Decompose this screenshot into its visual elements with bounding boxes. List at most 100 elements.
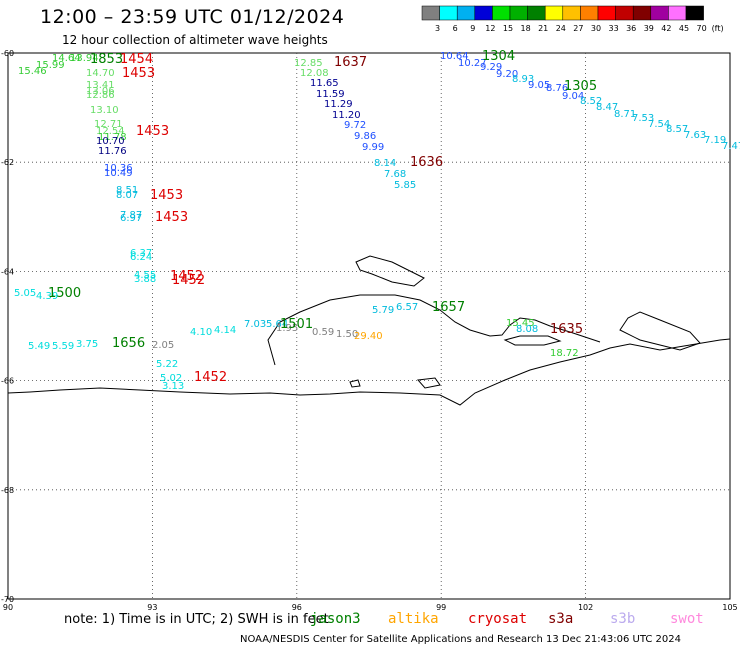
scale-swatch (562, 5, 581, 21)
pass-time: 1452 (172, 273, 205, 288)
scale-label: 30 (591, 24, 601, 33)
wave-height-value: 5.02 (160, 373, 182, 384)
island-3 (619, 311, 701, 351)
lat-label: -68 (1, 486, 14, 495)
wave-height-value: 13.94 (70, 53, 99, 64)
wave-height-value: 11.65 (310, 78, 339, 89)
wave-height-value: 6.37 (130, 248, 152, 259)
island-5 (349, 379, 361, 388)
lat-label: -70 (1, 595, 14, 604)
wave-height-value: 18.72 (550, 348, 579, 359)
wave-height-value: 13.10 (90, 105, 119, 116)
wave-height-value: 15.99 (36, 60, 65, 71)
wave-height-value: 7.53 (632, 113, 654, 124)
footer-credit: NOAA/NESDIS Center for Satellite Applica… (240, 634, 682, 645)
scale-label: 6 (453, 24, 458, 33)
wave-height-value: 12.86 (86, 90, 115, 101)
scale-swatch (580, 5, 599, 21)
scale-swatch (474, 5, 493, 21)
wave-height-value: 12.54 (96, 126, 125, 137)
scale-label: 24 (556, 24, 566, 33)
scale-swatch (632, 5, 652, 21)
wave-height-value: 6.24 (130, 252, 152, 263)
map-frame (7, 52, 731, 600)
pass-time: 1853 (90, 52, 123, 67)
wave-height-value: 15.45 (506, 318, 535, 329)
wave-height-value: 9.20 (496, 69, 518, 80)
pass-time: 1453 (136, 124, 169, 139)
scale-label: 3 (435, 24, 440, 33)
wave-height-value: 9.04 (562, 91, 584, 102)
scale-swatch (456, 5, 476, 21)
scale-label: 36 (626, 24, 636, 33)
lon-label: 102 (578, 603, 593, 612)
scale-swatch (509, 5, 528, 21)
lat-label: -62 (1, 158, 14, 167)
wave-height-value: 2.05 (152, 340, 174, 351)
pass-time: 1452 (194, 370, 227, 385)
wave-height-value: 9.99 (362, 142, 384, 153)
wave-height-value: 8.76 (546, 83, 568, 94)
satellite-swot: swot (670, 611, 704, 627)
wave-height-value: 8.14 (374, 158, 396, 169)
scale-label: 45 (679, 24, 689, 33)
pass-time: 1304 (482, 49, 515, 64)
wave-height-value: 8.52 (580, 96, 602, 107)
pass-time: 1453 (155, 210, 188, 225)
wave-height-value: 7.54 (648, 119, 670, 130)
wave-height-value: 5.85 (394, 180, 416, 191)
wave-height-value: 11.29 (324, 99, 353, 110)
wave-height-value: 11.20 (332, 110, 361, 121)
wave-height-value: 15.46 (18, 66, 47, 77)
scale-swatch (421, 5, 440, 21)
lon-label: 99 (436, 603, 446, 612)
scale-swatch (685, 5, 704, 21)
wave-height-value: 12.08 (300, 68, 329, 79)
pass-time: 1500 (48, 286, 81, 301)
lat-label: -64 (1, 267, 14, 276)
island-1 (355, 255, 425, 287)
wave-height-value: 4.10 (190, 327, 212, 338)
wave-height-value: 10.64 (440, 51, 469, 62)
pass-time: 1305 (564, 79, 597, 94)
scale-label: 15 (503, 24, 513, 33)
scale-swatch (650, 5, 669, 21)
wave-height-value: 6.57 (396, 302, 418, 313)
island-4 (416, 377, 441, 389)
pass-time: 1453 (150, 188, 183, 203)
scale-label: 18 (521, 24, 531, 33)
coastline-main (7, 338, 731, 406)
wave-height-value: 10.27 (458, 58, 487, 69)
pass-time: 1452 (170, 269, 203, 284)
map-subtitle: 12 hour collection of altimeter wave hei… (62, 33, 328, 47)
wave-height-value: 8.47 (596, 102, 618, 113)
scale-swatch (668, 5, 687, 21)
scale-label: 21 (538, 24, 548, 33)
pass-time: 1454 (120, 52, 153, 67)
scale-swatch (439, 5, 458, 21)
wave-height-value: 5.22 (156, 359, 178, 370)
pass-times: 1853145414531453145314531452145215001656… (48, 49, 597, 385)
pass-time: 1657 (432, 300, 465, 315)
wave-height-value: 14.64 (52, 53, 81, 64)
wave-height-value: 8.08 (516, 324, 538, 335)
wave-height-value: 12.71 (94, 119, 123, 130)
wave-height-value: 13.41 (86, 80, 115, 91)
scale-label: 42 (661, 24, 671, 33)
scale-label: 70 (697, 24, 707, 33)
lat-label: -66 (1, 377, 14, 386)
color-scale-legend: 3 6 9 12 15 18 21 24 27 30 33 36 39 42 45 70 (ft) (421, 5, 724, 33)
wave-height-value: 11.78 (98, 132, 127, 143)
coastline-shelf (267, 294, 601, 366)
pass-time: 1501 (280, 317, 313, 332)
satellite-s3a: s3a (548, 611, 574, 627)
wave-height-value: 9.86 (354, 131, 376, 142)
wave-height-value: 1.95 (276, 323, 298, 334)
lon-label: 93 (147, 603, 157, 612)
lat-label: -60 (1, 49, 14, 58)
wave-height-value: 0.59 (312, 327, 334, 338)
pass-time: 1635 (550, 322, 583, 337)
wave-height-value: 5.05 (14, 288, 36, 299)
